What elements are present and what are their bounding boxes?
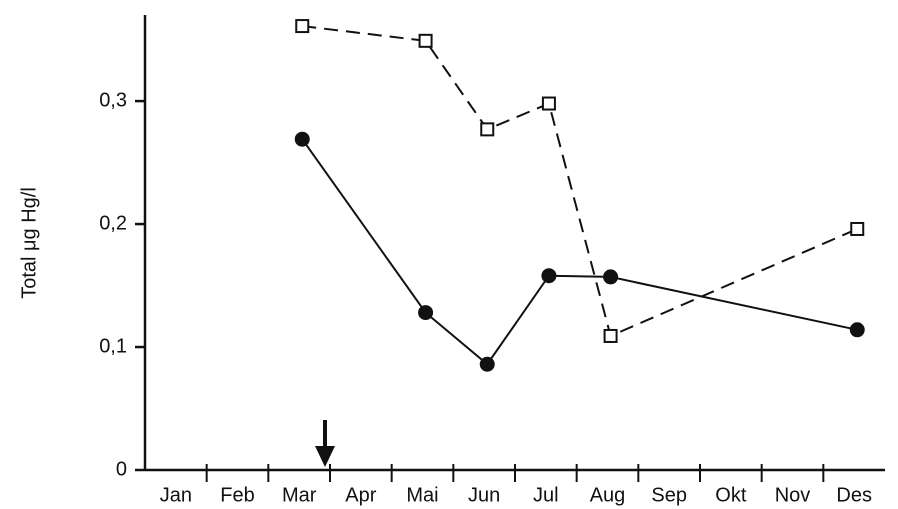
circle-marker [849,322,865,338]
circle-marker [418,305,434,321]
x-tick-label: Mai [406,484,438,506]
series-line [302,25,858,338]
square-marker [541,96,556,111]
x-tick-label: Jul [533,484,559,506]
circle-marker [541,268,557,284]
y-axis-label: Total μg Hg/l [18,187,40,299]
y-tick-label: 0 [116,458,127,480]
x-tick-label: Feb [220,484,254,506]
y-tick-label: 0,1 [99,335,127,357]
x-tick-label: Nov [775,484,811,506]
x-tick-label: Mar [282,484,317,506]
y-tick-label: 0,3 [99,89,127,111]
arrow [315,420,335,467]
square-marker [418,33,433,48]
x-tick-label: Jan [160,484,192,506]
x-tick-label: Jun [468,484,500,506]
circle-marker [479,356,495,372]
y-tick-label: 0,2 [99,212,127,234]
square-marker [850,221,865,236]
x-tick-label: Okt [715,484,747,506]
series-line [301,138,858,366]
x-tick-label: Aug [590,484,626,506]
square-marker [295,19,310,34]
x-tick-label: Des [836,484,872,506]
x-tick-label: Sep [651,484,687,506]
square-marker [603,328,618,343]
circle-marker [603,269,619,285]
circle-marker [294,131,310,147]
x-tick-label: Apr [345,484,376,506]
square-marker [480,122,495,137]
